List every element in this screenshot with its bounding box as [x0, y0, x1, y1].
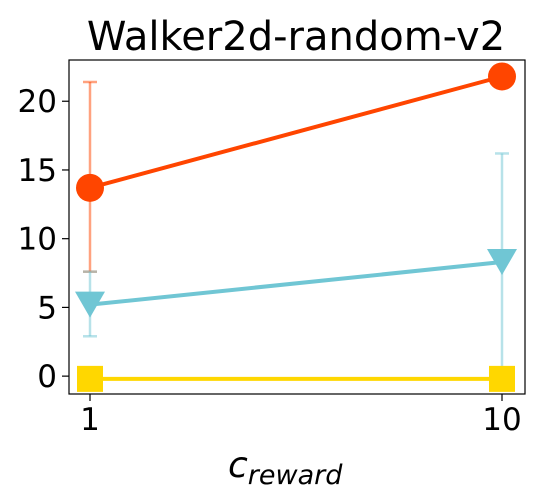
data-point: [487, 249, 517, 276]
data-point: [489, 365, 515, 392]
y-tick-label: 15: [18, 153, 57, 189]
x-tick-label: 1: [80, 402, 100, 438]
x-axis: 1 10: [80, 394, 522, 438]
data-point: [77, 365, 103, 392]
x-axis-label-base: c: [228, 445, 248, 486]
x-tick-label: 10: [482, 402, 521, 438]
error-bars: [83, 80, 509, 375]
data-point: [488, 62, 516, 91]
series-markers: [75, 62, 517, 392]
plot-frame: [68, 59, 526, 395]
x-axis-label: creward: [228, 445, 343, 491]
y-axis: 0 5 10 15 20: [18, 84, 69, 395]
data-point: [75, 291, 105, 318]
y-tick-label: 10: [18, 222, 57, 258]
y-tick-label: 5: [37, 290, 57, 326]
y-tick-label: 20: [18, 84, 57, 120]
series-line: [88, 74, 504, 190]
chart-title: Walker2d-random-v2: [87, 14, 505, 60]
series-line: [88, 260, 504, 307]
x-axis-label-subscript: reward: [248, 460, 343, 491]
data-point: [76, 173, 104, 202]
series-lines: [88, 74, 504, 381]
y-tick-label: 0: [37, 359, 57, 395]
